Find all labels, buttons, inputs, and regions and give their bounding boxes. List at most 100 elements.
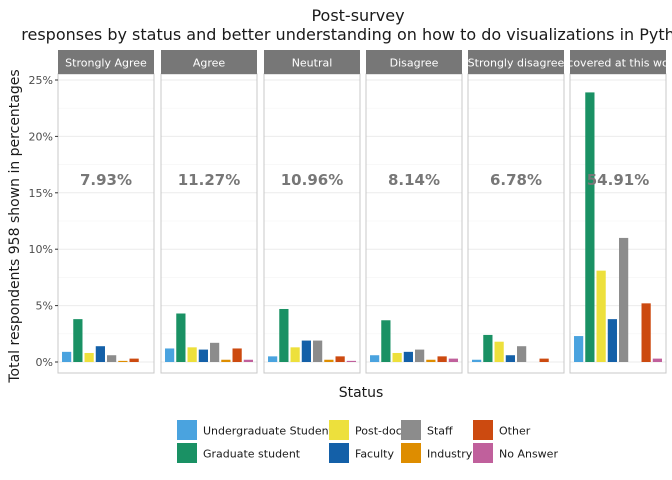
facet-strip: Strongly Agree	[58, 50, 154, 74]
bar-faculty	[95, 346, 105, 362]
facet-strip: Strongly disagree	[468, 50, 565, 74]
y-tick-label: 10%	[29, 243, 53, 256]
legend-item-undergraduate-student: Undergraduate Student	[177, 420, 334, 440]
legend-label: Staff	[427, 425, 453, 438]
y-tick-label: 0%	[36, 356, 53, 369]
legend-item-no-answer: No Answer	[473, 443, 558, 463]
facet-panels: 7.93% Strongly Agree 11.27% Agree 10.96% Neut…	[57, 50, 667, 374]
facet-strongly-disagree: 6.78% Strongly disagree	[467, 50, 565, 374]
bar-industry	[118, 360, 128, 362]
bar-post-doc	[596, 270, 606, 362]
strip-background	[58, 50, 154, 74]
bar-post-doc	[290, 347, 300, 362]
legend-label: Other	[499, 425, 531, 438]
facet-neutral: 10.96% Neutral	[263, 50, 361, 374]
facet-strip-label: Neutral	[292, 57, 333, 70]
legend-label: Industry	[427, 448, 473, 461]
bar-graduate-student	[381, 320, 391, 362]
y-tick-label: 5%	[36, 300, 53, 313]
facet-agree: 11.27% Agree	[160, 50, 258, 374]
bars	[472, 334, 549, 362]
panel-background	[264, 74, 360, 373]
bar-faculty	[198, 349, 208, 362]
bar-undergraduate-student	[165, 348, 175, 362]
bar-post-doc	[187, 347, 197, 362]
bar-other	[641, 303, 651, 362]
bar-no-answer	[346, 360, 356, 362]
legend-item-industry: Industry	[401, 443, 473, 463]
legend-label: Post-doc	[355, 425, 402, 438]
legend-swatch	[473, 420, 493, 440]
strip-background	[468, 50, 564, 74]
legend-swatch	[329, 420, 349, 440]
y-tick-label: 25%	[29, 74, 53, 87]
bar-undergraduate-student	[370, 355, 380, 362]
bar-faculty	[403, 351, 413, 362]
strip-background	[366, 50, 462, 74]
y-axis-label: Total respondents 958 shown in percentag…	[7, 69, 23, 383]
facet-total-label: 6.78%	[490, 171, 542, 189]
bar-other	[129, 358, 139, 362]
bar-no-answer	[448, 358, 458, 362]
facet-total-label: 7.93%	[80, 171, 132, 189]
y-tick-label: 20%	[29, 130, 53, 143]
facet-covered-at-this-wo: 54.91% covered at this wo	[569, 50, 667, 374]
legend-swatch	[177, 420, 197, 440]
facet-strip-label: Agree	[193, 57, 226, 70]
legend-swatch	[329, 443, 349, 463]
bars	[165, 313, 253, 362]
legend-item-faculty: Faculty	[329, 443, 394, 463]
bar-faculty	[505, 355, 515, 362]
panel-background	[58, 74, 154, 373]
bar-undergraduate-student	[268, 356, 278, 362]
panel-background	[570, 74, 666, 373]
chart-subtitle: responses by status and better understan…	[21, 25, 672, 44]
legend-item-graduate-student: Graduate student	[177, 443, 301, 463]
bars	[574, 92, 662, 363]
facet-strip: Disagree	[366, 50, 462, 74]
y-tick-label: 15%	[29, 187, 53, 200]
bars	[62, 319, 139, 362]
bar-faculty	[607, 319, 617, 362]
bar-post-doc	[84, 352, 94, 362]
y-axis: 0% 5% 10% 15% 20% 25%	[29, 74, 58, 369]
chart-title: Post-survey	[311, 6, 404, 25]
panel-background	[366, 74, 462, 373]
facet-strip-label: Strongly Agree	[65, 57, 147, 70]
bar-other	[335, 356, 345, 362]
bar-post-doc	[392, 352, 402, 362]
bar-undergraduate-student	[62, 351, 72, 362]
strip-background	[570, 50, 666, 74]
facet-total-label: 8.14%	[388, 171, 440, 189]
legend-label: Graduate student	[203, 448, 301, 461]
legend-item-other: Other	[473, 420, 531, 440]
panel-background	[161, 74, 257, 373]
bar-no-answer	[652, 358, 662, 362]
legend-swatch	[473, 443, 493, 463]
bar-undergraduate-student	[574, 336, 584, 362]
bar-staff	[210, 342, 220, 362]
panel-background	[468, 74, 564, 373]
bars	[268, 308, 356, 362]
legend-item-post-doc: Post-doc	[329, 420, 402, 440]
x-axis-label: Status	[339, 385, 384, 401]
facet-strip-label: Disagree	[390, 57, 439, 70]
bar-graduate-student	[73, 319, 83, 362]
legend-label: Undergraduate Student	[203, 425, 334, 438]
legend-swatch	[401, 420, 421, 440]
bar-undergraduate-student	[472, 359, 482, 362]
bar-staff	[107, 355, 117, 362]
legend-item-staff: Staff	[401, 420, 453, 440]
strip-background	[264, 50, 360, 74]
bar-staff	[313, 340, 323, 362]
facet-strip-label: Strongly disagree	[468, 57, 565, 70]
facet-strongly-agree: 7.93% Strongly Agree	[57, 50, 155, 374]
bar-other	[539, 358, 549, 362]
facet-strip: Agree	[161, 50, 257, 74]
bars	[370, 320, 458, 362]
facet-total-label: 54.91%	[587, 171, 649, 189]
facet-total-label: 10.96%	[281, 171, 343, 189]
bar-faculty	[301, 340, 311, 362]
bar-staff	[619, 237, 629, 362]
bar-staff	[517, 346, 527, 362]
